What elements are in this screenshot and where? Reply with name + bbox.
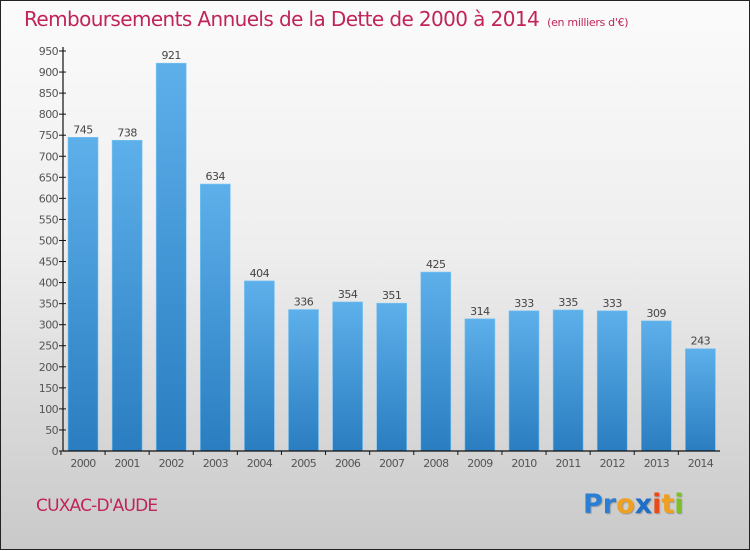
bar-2011 (552, 309, 584, 452)
logo-letter: r (602, 489, 617, 520)
y-tick-label-950: 950 (39, 45, 59, 58)
value-label-2005: 336 (294, 296, 314, 309)
x-tick-label-2001: 2001 (114, 457, 139, 470)
value-label-2001: 738 (117, 126, 137, 139)
value-labels-group: 745 738 921 634 404 336 354 351 425 314 333 335 333 3… (73, 49, 711, 348)
chart-title-text: Remboursements Annuels de la Dette de 20… (24, 7, 540, 31)
logo-letter: o (616, 489, 635, 520)
x-tick-label-2009: 2009 (467, 457, 493, 470)
x-tick-label-2000: 2000 (70, 457, 96, 470)
logo-letter: x (634, 489, 653, 520)
y-ticks-group: 0 50 100 150 200 250 300 350 400 450 500 550 600 650 7… (39, 45, 66, 458)
y-tick-label-450: 450 (39, 256, 59, 269)
x-tick-label-2008: 2008 (423, 457, 449, 470)
bar-2004 (244, 280, 275, 452)
x-tick-label-2013: 2013 (644, 457, 670, 470)
x-tick-label-2006: 2006 (335, 457, 361, 470)
bar-2014 (685, 348, 716, 452)
value-label-2004: 404 (250, 267, 270, 280)
y-tick-label-0: 0 (52, 445, 59, 458)
y-tick-label-350: 350 (39, 298, 59, 311)
commune-name: CUXAC-D'AUDE (36, 496, 158, 516)
value-label-2003: 634 (206, 170, 226, 183)
x-tick-label-2004: 2004 (247, 457, 273, 470)
y-tick-label-850: 850 (39, 87, 59, 100)
value-label-2006: 354 (338, 288, 358, 301)
bar-2005 (288, 309, 319, 452)
y-tick-label-700: 700 (39, 150, 59, 163)
x-tick-label-2011: 2011 (555, 457, 580, 470)
y-tick-label-200: 200 (39, 361, 59, 374)
x-tick-label-2012: 2012 (600, 457, 625, 470)
bar-2010 (508, 310, 540, 452)
y-tick-label-650: 650 (39, 171, 59, 184)
bar-2012 (596, 310, 628, 452)
x-tick-label-2005: 2005 (291, 457, 317, 470)
bar-2002 (155, 62, 187, 452)
chart-title: Remboursements Annuels de la Dette de 20… (24, 7, 629, 31)
y-tick-label-600: 600 (39, 192, 59, 205)
y-tick-label-550: 550 (39, 213, 59, 226)
y-tick-label-500: 500 (39, 234, 59, 247)
value-label-2008: 425 (426, 258, 446, 271)
x-tick-label-2002: 2002 (159, 457, 184, 470)
y-tick-label-400: 400 (39, 277, 59, 290)
value-label-2013: 309 (647, 307, 667, 320)
bar-2013 (640, 320, 672, 452)
y-tick-label-750: 750 (39, 129, 59, 142)
x-tick-label-2007: 2007 (379, 457, 405, 470)
chart-subtitle: (en milliers d'€) (547, 16, 629, 29)
logo-letter: i (674, 489, 684, 520)
x-tick-label-2003: 2003 (203, 457, 229, 470)
x-ticks-group: 2000 2001 2002 2003 2004 2005 2006 2007 2008 2009… (60, 451, 714, 470)
bar-2001 (111, 139, 143, 452)
value-label-2009: 314 (470, 305, 490, 318)
bar-2003 (200, 183, 231, 452)
bar-2000 (67, 137, 99, 452)
value-label-2000: 745 (73, 123, 93, 136)
value-label-2007: 351 (382, 289, 402, 302)
value-label-2002: 921 (161, 49, 181, 62)
bar-2008 (420, 271, 452, 452)
bar-2009 (464, 318, 496, 452)
x-tick-label-2014: 2014 (688, 457, 714, 470)
y-tick-label-800: 800 (39, 108, 59, 121)
value-label-2012: 333 (602, 297, 622, 310)
y-tick-label-900: 900 (39, 66, 59, 79)
x-tick-label-2010: 2010 (511, 457, 537, 470)
value-label-2010: 333 (514, 297, 534, 310)
logo-letter: P (583, 489, 603, 520)
y-tick-label-50: 50 (45, 424, 58, 437)
bar-2006 (332, 301, 363, 452)
logo-letter: t (661, 489, 675, 520)
value-label-2011: 335 (558, 296, 578, 309)
y-tick-label-150: 150 (39, 382, 59, 395)
y-tick-label-300: 300 (39, 319, 59, 332)
proxiti-logo[interactable]: Proxiti (583, 489, 684, 520)
logo-letter: i (652, 489, 662, 520)
y-tick-label-100: 100 (39, 403, 59, 416)
value-label-2014: 243 (691, 335, 711, 348)
y-tick-label-250: 250 (39, 340, 59, 353)
bars-group (67, 62, 716, 452)
bar-2007 (376, 302, 408, 452)
